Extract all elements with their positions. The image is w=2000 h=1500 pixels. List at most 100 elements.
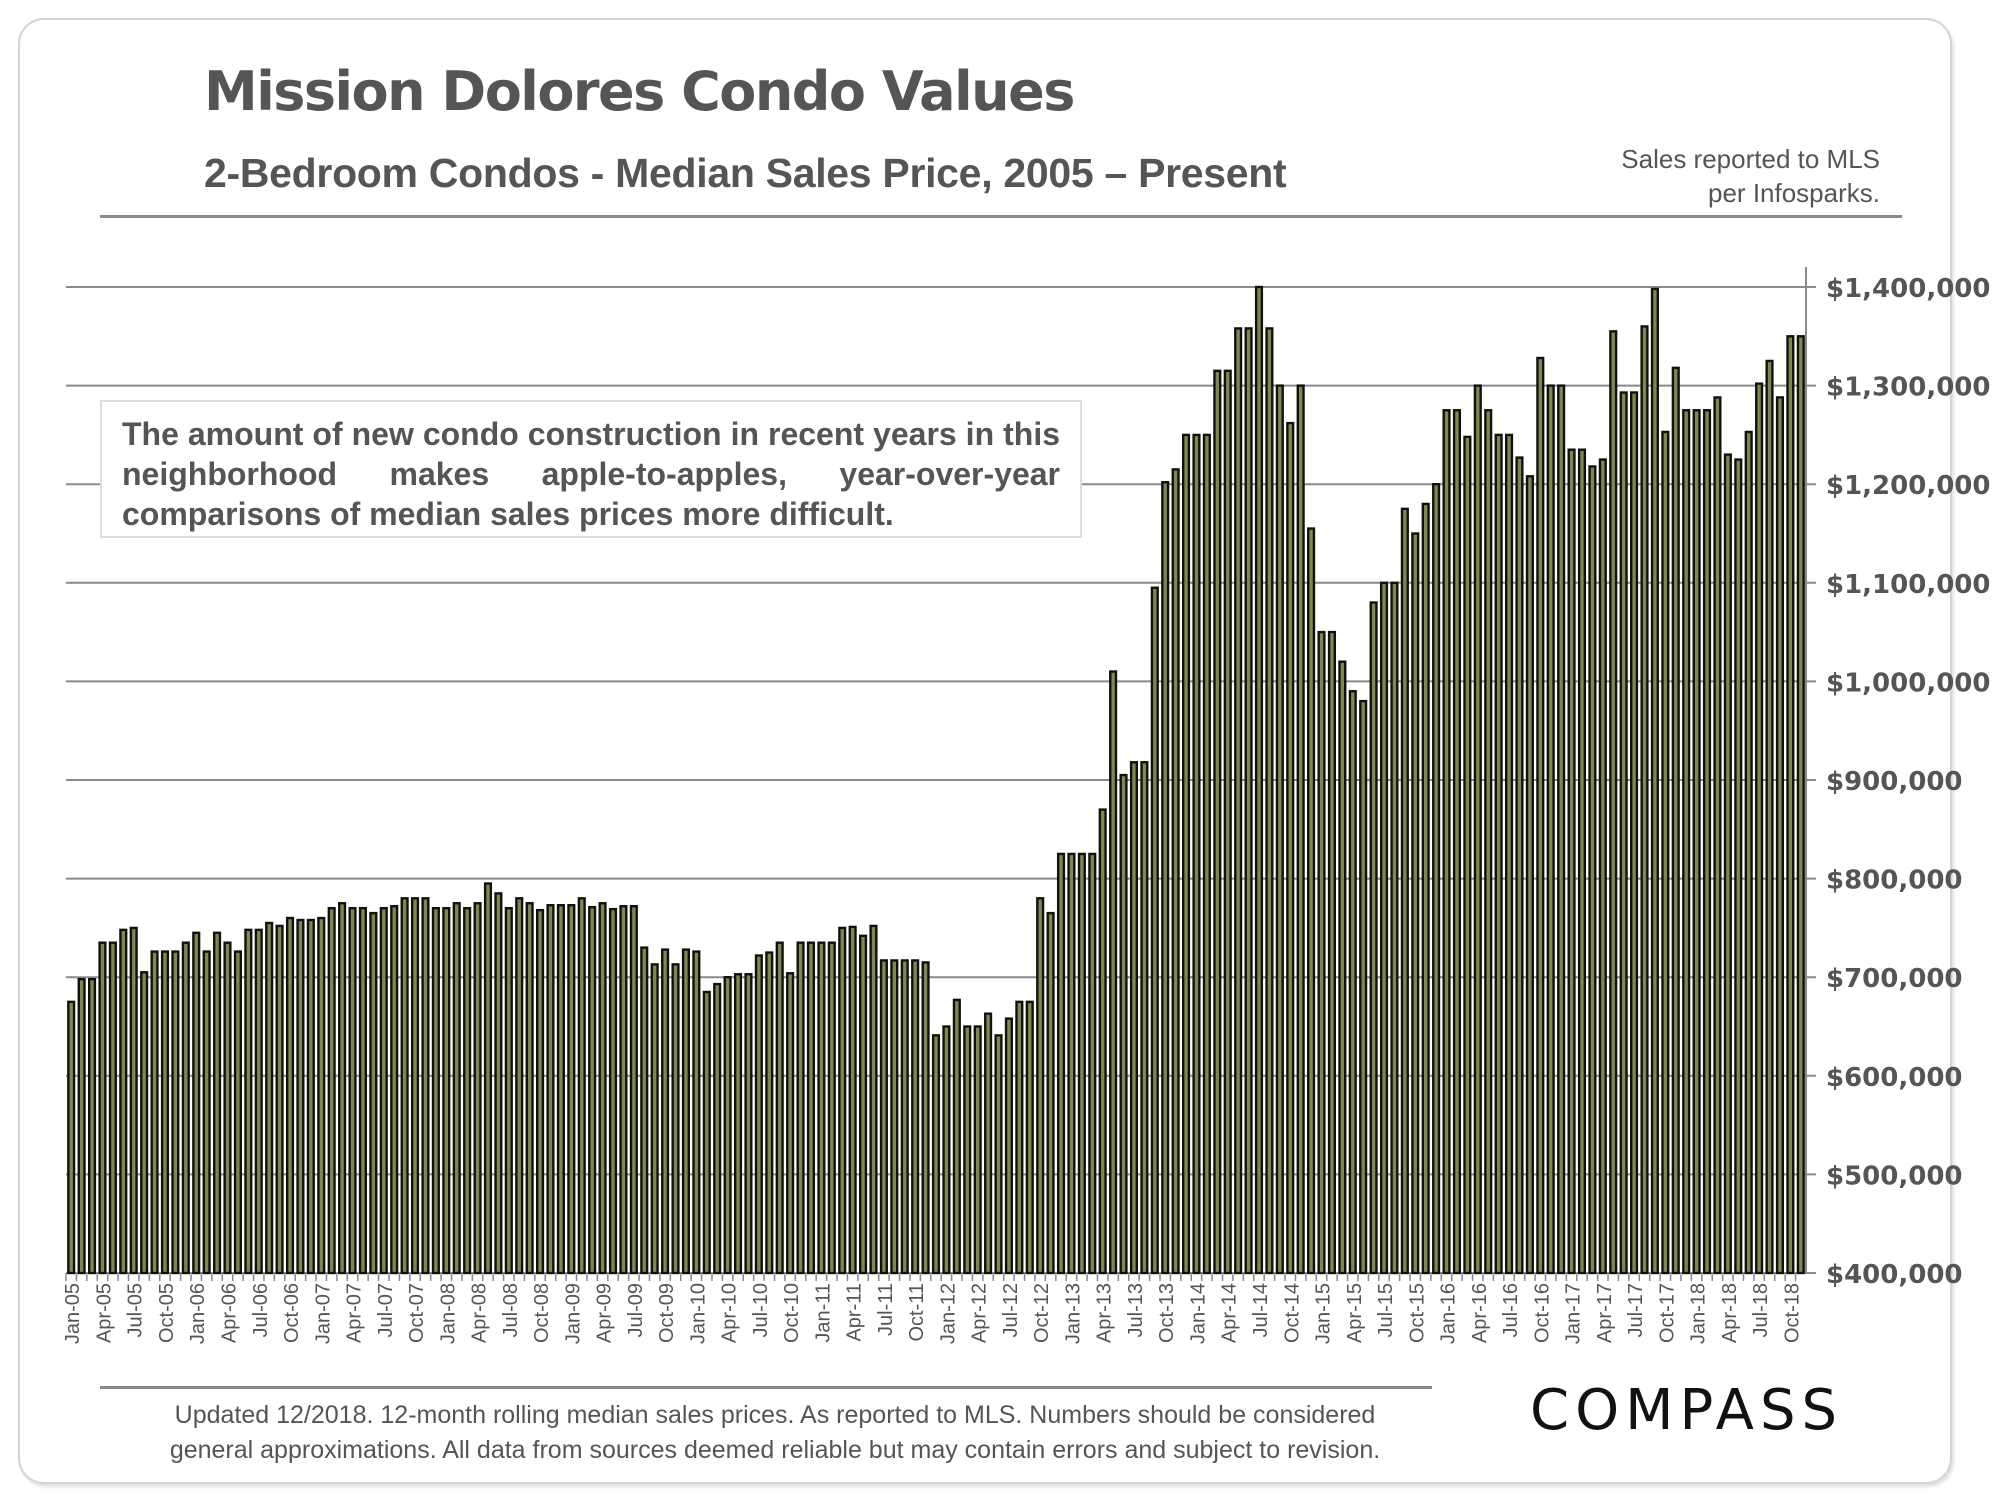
x-tick-label: Oct-09 (656, 1283, 678, 1343)
bar (254, 928, 263, 1275)
x-tick-label: Apr-17 (1594, 1283, 1616, 1343)
bar (1223, 369, 1232, 1275)
bar (984, 1012, 993, 1275)
x-tick-label: Jan-18 (1688, 1283, 1710, 1344)
x-tick-label: Apr-15 (1344, 1283, 1366, 1343)
bar (1150, 586, 1159, 1275)
x-tick-label: Oct-18 (1781, 1283, 1803, 1343)
bar (327, 906, 336, 1275)
y-tick-label: $1,100,000 (1826, 570, 1990, 600)
bar (1307, 527, 1316, 1275)
y-tick-label: $700,000 (1826, 964, 1963, 994)
x-tick-label: Apr-07 (344, 1283, 366, 1343)
x-tick-label: Apr-14 (1219, 1283, 1241, 1343)
x-tick-label: Jan-14 (1187, 1283, 1209, 1344)
bar (1004, 1017, 1013, 1275)
bar (317, 916, 326, 1275)
x-tick-label: Oct-12 (1031, 1283, 1053, 1343)
bar (1661, 430, 1670, 1275)
bar (1015, 1000, 1024, 1275)
x-tick-label: Jan-09 (562, 1283, 584, 1344)
bar (1046, 911, 1055, 1275)
x-tick-label: Jan-10 (687, 1283, 709, 1344)
bar (1671, 366, 1680, 1275)
bar (931, 1034, 941, 1275)
x-tick-label: Jan-11 (812, 1283, 834, 1343)
bar (504, 906, 513, 1275)
bar (869, 924, 878, 1275)
bar (1546, 384, 1555, 1275)
bar (1713, 396, 1722, 1275)
bar (1244, 327, 1253, 1275)
bar (140, 971, 149, 1275)
x-tick-label: Oct-06 (281, 1283, 303, 1343)
bar (1234, 327, 1243, 1275)
x-tick-label: Oct-07 (406, 1283, 428, 1343)
y-tick-label: $500,000 (1826, 1161, 1963, 1191)
bar (1327, 630, 1336, 1275)
bar (879, 959, 888, 1275)
x-tick-label: Jan-07 (312, 1283, 334, 1344)
bar (629, 905, 638, 1275)
bar (1786, 335, 1795, 1275)
bar (1421, 502, 1430, 1275)
x-tick-label: Oct-13 (1156, 1283, 1178, 1343)
x-tick-label: Jul-10 (750, 1283, 772, 1337)
x-tick-label: Jul-08 (500, 1283, 522, 1337)
bar (1619, 391, 1628, 1275)
x-tick-label: Apr-10 (719, 1283, 741, 1343)
bar (608, 907, 618, 1275)
bar (181, 941, 190, 1275)
bar (1036, 897, 1045, 1275)
bar (1379, 581, 1389, 1275)
bar (1442, 409, 1451, 1275)
bar (754, 954, 763, 1275)
bar (1067, 852, 1076, 1275)
x-tick-label: Jul-15 (1375, 1283, 1397, 1337)
bar (973, 1025, 982, 1275)
bar (775, 941, 784, 1275)
bar (1630, 391, 1639, 1275)
bar (410, 897, 420, 1275)
bar (1400, 507, 1409, 1275)
bar (452, 902, 461, 1275)
bar (421, 897, 430, 1275)
bar (1296, 384, 1305, 1275)
bar (1484, 409, 1493, 1275)
bar (713, 982, 722, 1275)
x-tick-label: Jul-12 (1000, 1283, 1022, 1337)
x-tick-label: Oct-14 (1281, 1283, 1303, 1343)
annotation-box: The amount of new condo construction in … (100, 400, 1082, 538)
bar (796, 941, 805, 1275)
bar (358, 906, 368, 1275)
bar (1650, 287, 1659, 1275)
bar (1254, 285, 1264, 1275)
bar (942, 1025, 951, 1275)
bar (723, 976, 732, 1275)
bar (87, 977, 97, 1275)
x-tick-label: Jul-05 (125, 1283, 147, 1337)
x-tick-label: Oct-17 (1656, 1283, 1678, 1343)
bar (77, 977, 86, 1275)
x-tick-label: Apr-12 (969, 1283, 991, 1343)
x-tick-label: Jan-17 (1563, 1283, 1585, 1344)
y-tick-label: $1,200,000 (1826, 471, 1990, 501)
bar (1588, 465, 1597, 1275)
bar (911, 959, 920, 1275)
bar (1119, 773, 1128, 1275)
x-tick-label: Jan-13 (1062, 1283, 1084, 1344)
x-tick-label: Jul-13 (1125, 1283, 1147, 1337)
bar (1317, 630, 1326, 1275)
bar (442, 906, 451, 1275)
y-tick-label: $1,400,000 (1826, 274, 1990, 304)
bar (1265, 327, 1274, 1275)
bar (296, 918, 305, 1275)
y-tick-label: $600,000 (1826, 1063, 1963, 1093)
bar (223, 941, 232, 1275)
bar (1213, 369, 1222, 1275)
x-tick-label: Jul-18 (1750, 1283, 1772, 1337)
bar (171, 950, 180, 1275)
y-tick-label: $800,000 (1826, 866, 1963, 896)
bar (1744, 430, 1753, 1275)
bar (67, 1000, 76, 1275)
